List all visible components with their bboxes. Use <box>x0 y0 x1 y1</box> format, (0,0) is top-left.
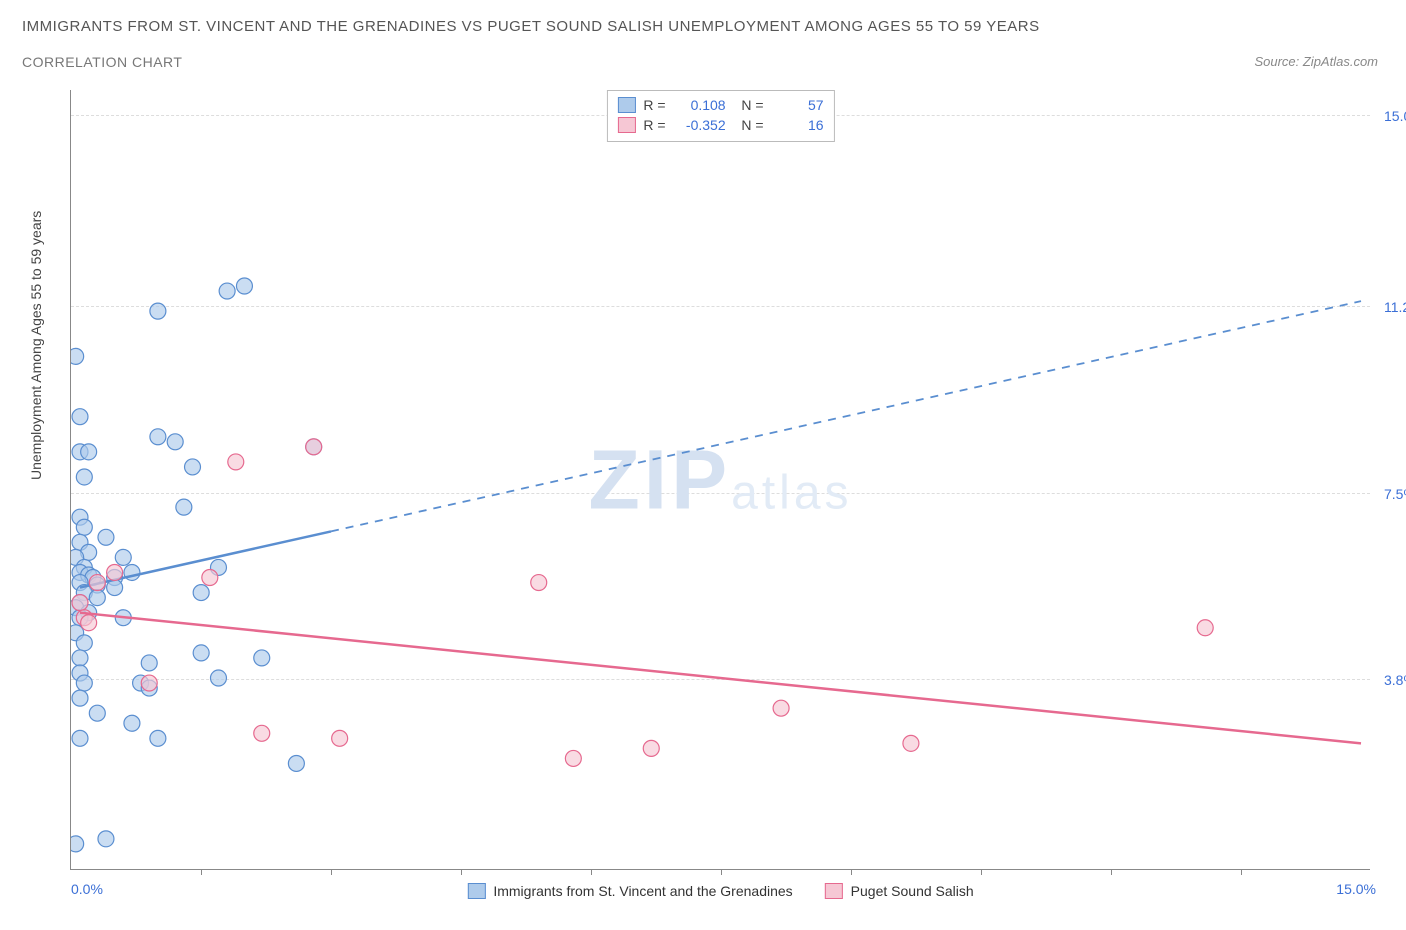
data-point <box>219 283 235 299</box>
data-point <box>193 585 209 601</box>
y-tick-label: 15.0% <box>1378 108 1406 124</box>
swatch-icon <box>467 883 485 899</box>
x-axis-min-label: 0.0% <box>71 881 103 897</box>
data-point <box>254 725 270 741</box>
data-point <box>236 278 252 294</box>
data-point <box>903 735 919 751</box>
data-point <box>72 690 88 706</box>
data-point <box>76 635 92 651</box>
x-tick <box>1111 869 1112 875</box>
x-tick <box>981 869 982 875</box>
data-point <box>167 434 183 450</box>
stat-label: N = <box>734 115 764 135</box>
chart-area: ZIPatlas R = 0.108 N = 57 R = -0.352 N =… <box>70 90 1370 870</box>
data-point <box>76 469 92 485</box>
data-point <box>71 836 84 852</box>
data-point <box>76 675 92 691</box>
data-point <box>773 700 789 716</box>
data-point <box>71 348 84 364</box>
data-point <box>193 645 209 661</box>
data-point <box>89 575 105 591</box>
data-point <box>254 650 270 666</box>
stat-value: -0.352 <box>674 115 726 135</box>
trend-line-dashed <box>331 301 1361 531</box>
x-tick <box>201 869 202 875</box>
data-point <box>72 730 88 746</box>
data-point <box>228 454 244 470</box>
data-point <box>81 444 97 460</box>
data-point <box>210 670 226 686</box>
x-tick <box>721 869 722 875</box>
stat-value: 57 <box>772 95 824 115</box>
y-tick-label: 11.2% <box>1378 299 1406 315</box>
data-point <box>150 730 166 746</box>
data-point <box>124 715 140 731</box>
x-tick <box>591 869 592 875</box>
y-tick-label: 7.5% <box>1378 486 1406 502</box>
data-point <box>98 831 114 847</box>
chart-title: IMMIGRANTS FROM ST. VINCENT AND THE GREN… <box>22 18 1040 35</box>
data-point <box>150 303 166 319</box>
swatch-icon <box>617 117 635 133</box>
data-point <box>72 650 88 666</box>
stat-label: R = <box>643 115 665 135</box>
legend-stats-row: R = -0.352 N = 16 <box>617 115 823 135</box>
swatch-icon <box>825 883 843 899</box>
data-point <box>202 570 218 586</box>
y-tick-label: 3.8% <box>1378 672 1406 688</box>
data-point <box>185 459 201 475</box>
x-tick <box>851 869 852 875</box>
data-point <box>141 675 157 691</box>
legend-label: Immigrants from St. Vincent and the Gren… <box>493 883 792 899</box>
legend-item: Puget Sound Salish <box>825 883 974 899</box>
data-point <box>107 564 123 580</box>
data-point <box>98 529 114 545</box>
trend-line-solid <box>80 613 1361 744</box>
source-label: Source: ZipAtlas.com <box>1254 54 1378 69</box>
x-tick <box>331 869 332 875</box>
data-point <box>76 519 92 535</box>
legend-stats: R = 0.108 N = 57 R = -0.352 N = 16 <box>606 90 834 142</box>
x-tick <box>461 869 462 875</box>
data-point <box>81 615 97 631</box>
chart-subtitle: CORRELATION CHART <box>22 54 182 70</box>
y-axis-label: Unemployment Among Ages 55 to 59 years <box>28 211 44 480</box>
data-point <box>89 705 105 721</box>
stat-label: N = <box>734 95 764 115</box>
x-axis-max-label: 15.0% <box>1336 881 1376 897</box>
data-point <box>1197 620 1213 636</box>
data-point <box>89 590 105 606</box>
swatch-icon <box>617 97 635 113</box>
stat-value: 0.108 <box>674 95 726 115</box>
stat-label: R = <box>643 95 665 115</box>
data-point <box>115 549 131 565</box>
data-point <box>150 429 166 445</box>
stat-value: 16 <box>772 115 824 135</box>
data-point <box>332 730 348 746</box>
data-point <box>72 595 88 611</box>
legend-bottom: Immigrants from St. Vincent and the Gren… <box>467 883 973 899</box>
scatter-plot <box>71 90 1370 869</box>
legend-item: Immigrants from St. Vincent and the Gren… <box>467 883 792 899</box>
x-tick <box>1241 869 1242 875</box>
data-point <box>531 575 547 591</box>
data-point <box>643 740 659 756</box>
data-point <box>288 755 304 771</box>
data-point <box>72 409 88 425</box>
data-point <box>141 655 157 671</box>
data-point <box>565 750 581 766</box>
data-point <box>176 499 192 515</box>
legend-stats-row: R = 0.108 N = 57 <box>617 95 823 115</box>
data-point <box>306 439 322 455</box>
legend-label: Puget Sound Salish <box>851 883 974 899</box>
